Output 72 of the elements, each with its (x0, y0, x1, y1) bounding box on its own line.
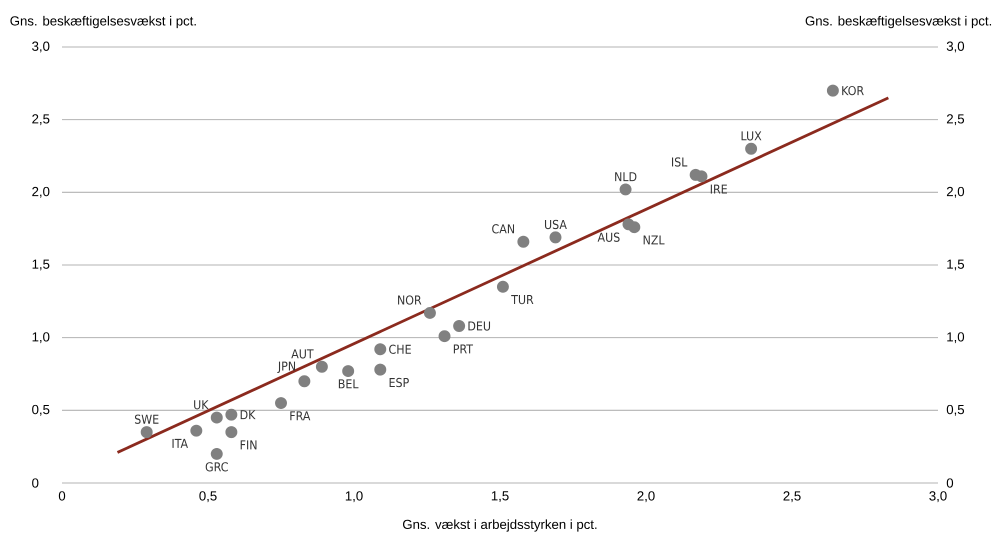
point (453, 320, 466, 332)
y-axis-title: Gns. beskæftigelsesvækst i pct. (10, 16, 196, 28)
annotation: SWE (134, 414, 158, 424)
y2-tick-label: 0 (946, 478, 954, 488)
point (298, 375, 310, 388)
point (275, 397, 287, 410)
x-tick-label: 0 (58, 491, 66, 501)
annotation: GRC (206, 462, 228, 472)
annotation: USA (544, 220, 567, 230)
point (745, 142, 758, 155)
annotation: TUR (511, 295, 534, 304)
y-tick-label: 2,5 (32, 114, 50, 126)
point (316, 360, 328, 373)
point (210, 448, 223, 460)
annotation: DEU (468, 321, 490, 331)
point (210, 412, 223, 424)
y2-axis-title: Gns. beskæftigelsesvækst i pct. (806, 16, 992, 28)
y2-tick-label: 1,5 (947, 260, 964, 270)
y2-tick-label: 2,5 (946, 114, 964, 126)
annotation: LUX (742, 131, 762, 140)
point (826, 84, 839, 97)
point (424, 306, 436, 319)
x-tick-label: 1,0 (346, 491, 363, 502)
y2-tick-label: 1,0 (947, 332, 964, 344)
y-tick-label: 1,5 (32, 260, 50, 270)
annotation: UK (194, 400, 209, 410)
y-tick-label: 0,5 (32, 404, 50, 416)
y2-tick-label: 3,0 (946, 42, 964, 52)
point (496, 280, 509, 293)
annotation: PRT (454, 344, 474, 354)
point (225, 426, 238, 438)
point (550, 231, 562, 244)
point (374, 343, 386, 356)
point (225, 408, 238, 421)
point (342, 365, 354, 378)
annotation: CAN (492, 224, 514, 234)
x-axis-title: Gns. vækst i arbejdsstyrken i pct. (403, 519, 596, 532)
annotation: FIN (240, 440, 256, 450)
annotation: NOR (398, 295, 422, 305)
annotation: ISL (672, 157, 688, 167)
y2-tick-label: 2,0 (946, 186, 964, 198)
point (620, 183, 632, 196)
annotation: AUS (598, 232, 620, 242)
x-tick-label: 2,0 (638, 491, 655, 502)
annotation: NLD (615, 172, 636, 182)
y-tick-label: 3,0 (32, 42, 50, 52)
annotation: ITA (172, 438, 188, 448)
x-tick-label: 0,5 (199, 491, 217, 502)
point (140, 426, 153, 438)
annotation: JPN (277, 362, 296, 373)
point (374, 364, 386, 376)
y-tick-label: 1,0 (32, 332, 50, 344)
x-tick-label: 3,0 (929, 491, 947, 502)
point (190, 424, 202, 437)
point (696, 170, 708, 182)
point (517, 236, 530, 248)
annotation: KOR (842, 86, 864, 96)
annotation: CHE (389, 344, 411, 354)
annotation: BEL (338, 379, 358, 388)
x-tick-label: 2,5 (784, 491, 801, 502)
y-tick-label: 2,0 (32, 186, 50, 198)
annotation: NZL (644, 235, 665, 244)
y2-tick-label: 0,5 (946, 404, 964, 416)
y-tick-label: 0 (32, 478, 38, 488)
annotation: ESP (390, 378, 409, 388)
annotation: IRE (710, 184, 727, 194)
annotation: AUT (291, 349, 314, 358)
point (438, 330, 451, 342)
x-tick-label: 1,5 (492, 491, 509, 502)
point (622, 218, 634, 230)
annotation: FRA (290, 411, 310, 420)
annotation: DK (240, 410, 256, 420)
